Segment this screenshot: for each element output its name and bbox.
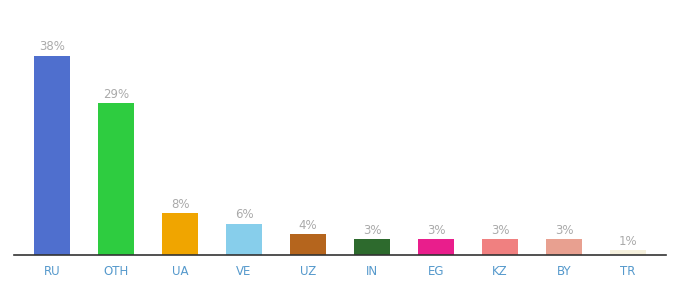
Bar — [482, 239, 517, 255]
Bar — [163, 213, 198, 255]
Text: 3%: 3% — [555, 224, 573, 237]
Bar — [226, 224, 262, 255]
Bar — [354, 239, 390, 255]
Text: 8%: 8% — [171, 198, 189, 211]
Bar — [547, 239, 581, 255]
Bar — [611, 250, 645, 255]
Text: 29%: 29% — [103, 88, 129, 101]
Bar — [290, 234, 326, 255]
Text: 38%: 38% — [39, 40, 65, 53]
Text: 3%: 3% — [491, 224, 509, 237]
Bar — [99, 103, 133, 255]
Bar — [418, 239, 454, 255]
Text: 1%: 1% — [619, 235, 637, 248]
Text: 6%: 6% — [235, 208, 254, 221]
Text: 3%: 3% — [362, 224, 381, 237]
Text: 3%: 3% — [427, 224, 445, 237]
Text: 4%: 4% — [299, 219, 318, 232]
Bar — [35, 56, 69, 255]
